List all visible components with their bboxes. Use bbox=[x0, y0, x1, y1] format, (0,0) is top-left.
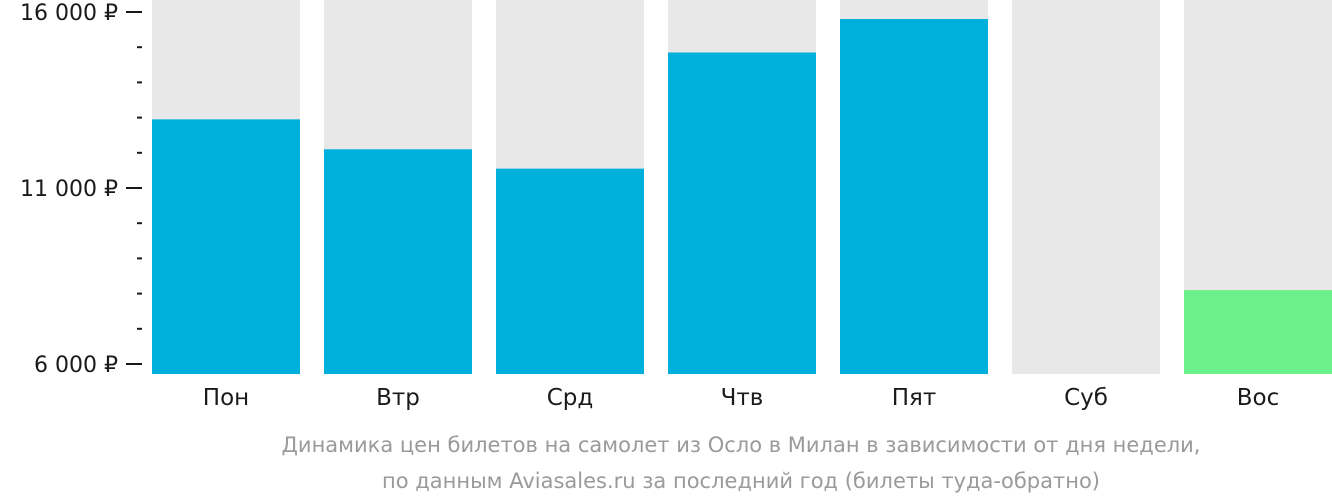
category-label-3: Чтв bbox=[721, 385, 764, 411]
caption-line-2: по данным Aviasales.ru за последний год … bbox=[382, 469, 1100, 493]
bar-0 bbox=[152, 119, 300, 374]
caption-line-1: Динамика цен билетов на самолет из Осло … bbox=[282, 433, 1201, 457]
category-label-2: Срд bbox=[547, 385, 594, 411]
bar-4 bbox=[840, 19, 988, 374]
chart-caption: Динамика цен билетов на самолет из Осло … bbox=[282, 433, 1201, 493]
bar-1 bbox=[324, 149, 472, 374]
y-tick-label-1: 11 000 ₽ bbox=[20, 177, 118, 202]
category-label-6: Вос bbox=[1237, 385, 1280, 411]
y-axis: 6 000 ₽ 11 000 ₽ 16 000 ₽ bbox=[20, 1, 142, 378]
bar-3 bbox=[668, 52, 816, 374]
x-axis-labels: Пон Втр Срд Чтв Пят Суб Вос bbox=[203, 385, 1279, 411]
bar-background-5 bbox=[1012, 0, 1160, 374]
bars bbox=[152, 19, 1332, 374]
bar-2 bbox=[496, 168, 644, 374]
y-tick-label-0: 6 000 ₽ bbox=[34, 353, 118, 378]
bar-6 bbox=[1184, 290, 1332, 374]
category-label-1: Втр bbox=[376, 385, 420, 411]
category-label-5: Суб bbox=[1064, 385, 1108, 411]
y-tick-label-2: 16 000 ₽ bbox=[20, 1, 118, 26]
category-label-4: Пят bbox=[892, 385, 937, 411]
category-label-0: Пон bbox=[203, 385, 249, 411]
